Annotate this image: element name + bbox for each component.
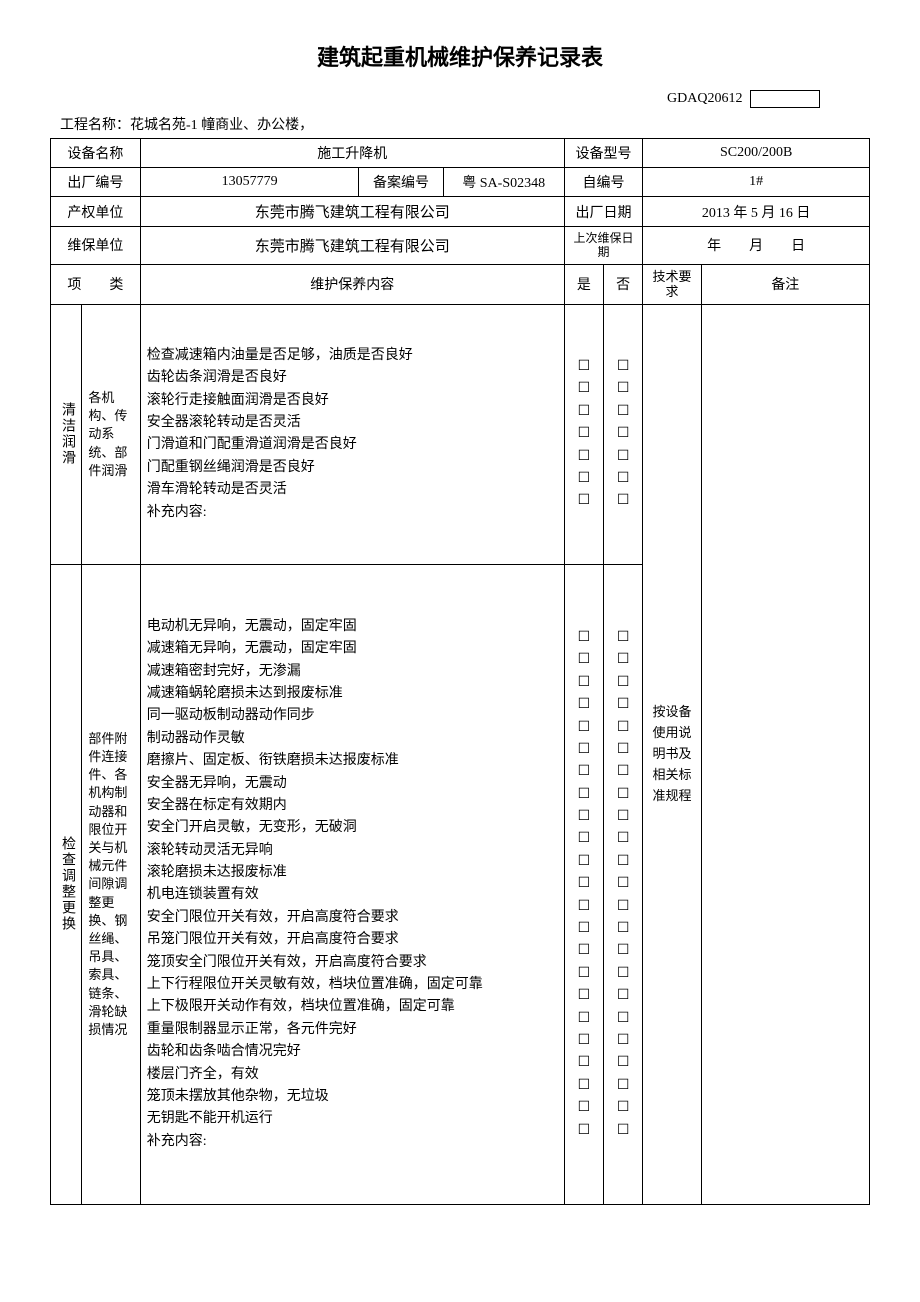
table-row: 维保单位 东莞市腾飞建筑工程有限公司 上次维保日 期 年 月 日 <box>51 227 870 265</box>
section2-content: 电动机无异响，无震动，固定牢固减速箱无异响，无震动，固定牢固减速箱密封完好，无渗… <box>140 564 564 1204</box>
owner-label: 产权单位 <box>51 197 141 227</box>
section1-no-col: ☐☐☐☐☐☐☐ <box>604 304 643 564</box>
factory-date: 2013 年 5 月 16 日 <box>643 197 870 227</box>
page-title: 建筑起重机械维护保养记录表 <box>50 40 870 72</box>
table-row: 清洁润滑 各机构、传动系统、部件润滑 检查减速箱内油量是否足够，油质是否良好齿轮… <box>51 304 870 564</box>
factory-date-label: 出厂日期 <box>564 197 643 227</box>
tech-header: 技术要求 <box>643 264 701 304</box>
self-no: 1# <box>643 168 870 197</box>
section1-content: 检查减速箱内油量是否足够，油质是否良好齿轮齿条润滑是否良好滚轮行走接触面润滑是否… <box>140 304 564 564</box>
factory-no: 13057779 <box>140 168 359 197</box>
last-maint-date: 年 月 日 <box>643 227 870 265</box>
section2-yes-col: ☐☐☐☐☐☐☐☐☐☐☐☐☐☐☐☐☐☐☐☐☐☐☐ <box>564 564 603 1204</box>
section1-yes-col: ☐☐☐☐☐☐☐ <box>564 304 603 564</box>
table-row: 出厂编号 13057779 备案编号 粤 SA-S02348 自编号 1# <box>51 168 870 197</box>
form-code: GDAQ20612 <box>667 91 742 106</box>
project-line: 工程名称：花城名苑-1 幢商业、办公楼， <box>50 114 870 134</box>
category-header: 项 类 <box>51 264 141 304</box>
self-no-label: 自编号 <box>564 168 643 197</box>
remark-header: 备注 <box>701 264 869 304</box>
table-row: 产权单位 东莞市腾飞建筑工程有限公司 出厂日期 2013 年 5 月 16 日 <box>51 197 870 227</box>
factory-no-label: 出厂编号 <box>51 168 141 197</box>
tech-requirement: 按设备使用说明书及相关标准规程 <box>643 304 701 1204</box>
content-header: 维护保养内容 <box>140 264 564 304</box>
maint-unit-label: 维保单位 <box>51 227 141 265</box>
yes-header: 是 <box>564 264 603 304</box>
section2-category: 检查调整更换 <box>51 564 82 1204</box>
equip-name-label: 设备名称 <box>51 139 141 168</box>
equip-model-label: 设备型号 <box>564 139 643 168</box>
section2-no-col: ☐☐☐☐☐☐☐☐☐☐☐☐☐☐☐☐☐☐☐☐☐☐☐ <box>604 564 643 1204</box>
table-row: 项 类 维护保养内容 是 否 技术要求 备注 <box>51 264 870 304</box>
project-name: 花城名苑-1 幢商业、办公楼， <box>130 118 313 133</box>
table-row: 设备名称 施工升降机 设备型号 SC200/200B <box>51 139 870 168</box>
form-code-line: GDAQ20612 <box>50 90 870 108</box>
maint-unit: 东莞市腾飞建筑工程有限公司 <box>140 227 564 265</box>
record-no: 粤 SA-S02348 <box>443 168 564 197</box>
project-label: 工程名称： <box>60 118 130 133</box>
record-no-label: 备案编号 <box>359 168 443 197</box>
no-header: 否 <box>604 264 643 304</box>
remark-cell <box>701 304 869 1204</box>
section1-category: 清洁润滑 <box>51 304 82 564</box>
equip-name: 施工升降机 <box>140 139 564 168</box>
last-maint-label: 上次维保日 期 <box>564 227 643 265</box>
section2-subcategory: 部件附件连接件、各机构制动器和限位开关与机械元件间隙调整更换、钢丝绳、吊具、索具… <box>82 564 140 1204</box>
section1-subcategory: 各机构、传动系统、部件润滑 <box>82 304 140 564</box>
form-code-box[interactable] <box>750 90 820 108</box>
equip-model: SC200/200B <box>643 139 870 168</box>
main-table: 设备名称 施工升降机 设备型号 SC200/200B 出厂编号 13057779… <box>50 138 870 1205</box>
owner: 东莞市腾飞建筑工程有限公司 <box>140 197 564 227</box>
